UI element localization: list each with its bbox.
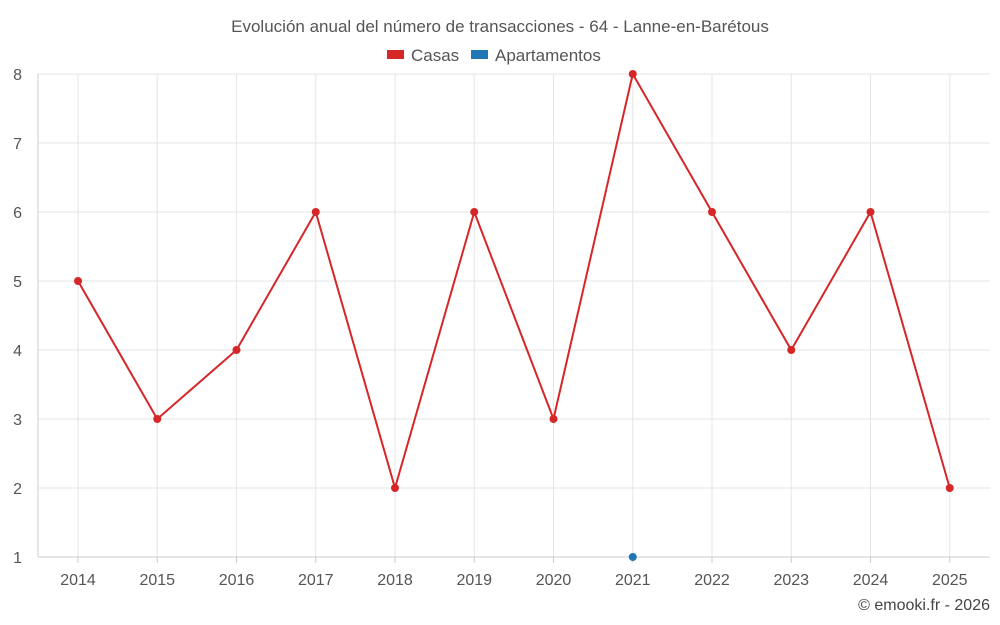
- y-tick-label: 6: [13, 205, 22, 222]
- legend-label-apartamentos[interactable]: Apartamentos: [495, 46, 601, 65]
- y-tick-label: 1: [13, 550, 22, 567]
- legend-swatch-apartamentos: [471, 50, 488, 59]
- legend-swatch-casas: [387, 50, 404, 59]
- x-tick-label: 2025: [932, 572, 968, 589]
- data-point-casas-2022[interactable]: [708, 208, 716, 216]
- data-point-casas-2016[interactable]: [232, 346, 241, 354]
- y-tick-label: 2: [13, 481, 22, 498]
- data-point-casas-2017[interactable]: [311, 208, 320, 216]
- data-point-casas-2023[interactable]: [787, 346, 796, 354]
- series-line-casas: [77, 73, 951, 489]
- x-tick-label: 2024: [853, 572, 889, 589]
- data-point-casas-2015[interactable]: [153, 415, 162, 423]
- data-point-casas-2025[interactable]: [945, 484, 954, 492]
- data-point-casas-2018[interactable]: [391, 484, 399, 492]
- data-point-apartamentos-2021[interactable]: [628, 553, 637, 561]
- y-tick-label: 4: [13, 343, 22, 360]
- data-point-casas-2024[interactable]: [866, 208, 875, 216]
- credit-text: © emooki.fr - 2026: [858, 597, 990, 614]
- legend: Casas Apartamentos: [387, 46, 601, 65]
- x-tick-label: 2019: [456, 572, 492, 589]
- x-tick-label: 2016: [219, 572, 255, 589]
- x-tick-label: 2022: [694, 572, 730, 589]
- x-tick-label: 2018: [377, 572, 413, 589]
- x-tick-label: 2021: [615, 572, 651, 589]
- y-tick-label: 8: [13, 67, 22, 84]
- grid: [38, 73, 990, 558]
- legend-label-casas[interactable]: Casas: [411, 46, 459, 65]
- chart-title: Evolución anual del número de transaccio…: [231, 17, 769, 36]
- data-point-casas-2021[interactable]: [628, 70, 637, 78]
- data-point-casas-2019[interactable]: [470, 208, 479, 216]
- data-point-casas-2014[interactable]: [74, 277, 82, 285]
- y-tick-label: 3: [13, 412, 22, 429]
- x-tick-label: 2017: [298, 572, 334, 589]
- x-tick-label: 2014: [60, 572, 96, 589]
- y-tick-label: 7: [13, 136, 22, 153]
- axes: 1 2 3 4 5 6 7 8 2014 2015 2016 2017 2018 2019 2020 2021…: [13, 67, 990, 589]
- x-tick-label: 2020: [536, 572, 572, 589]
- x-tick-label: 2015: [139, 572, 175, 589]
- data-point-casas-2020[interactable]: [549, 415, 558, 423]
- x-tick-label: 2023: [773, 572, 809, 589]
- y-tick-label: 5: [13, 274, 22, 291]
- series: [74, 70, 954, 561]
